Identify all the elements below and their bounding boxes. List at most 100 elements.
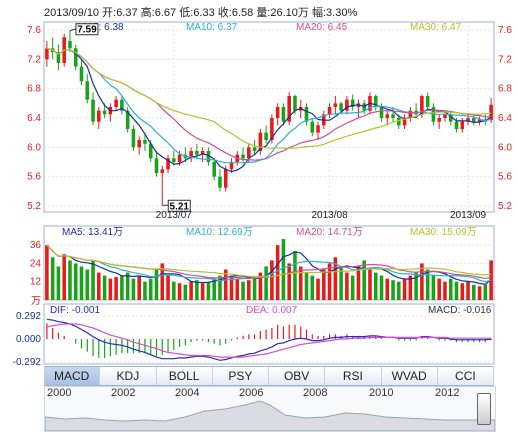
volume-bar	[154, 269, 159, 300]
volume-bar	[56, 266, 61, 300]
volume-bar	[45, 245, 49, 300]
candle-body	[275, 107, 280, 118]
price-axis-tick-left: 7.6	[27, 25, 41, 36]
price-axis-tick-right: 6.4	[498, 113, 512, 124]
volume-bar	[108, 278, 113, 300]
candle-body	[281, 107, 286, 122]
volume-bar	[414, 272, 418, 300]
volume-bar	[200, 283, 205, 300]
stock-chart[interactable]: 7.6 7.6 7.2 7.2 6.8 6.8 6.4 6.4 6.0 6.0 5.6 5.6 5.2 5…	[0, 0, 517, 366]
volume-bar	[333, 257, 338, 300]
tab-psy[interactable]: PSY	[213, 367, 269, 385]
volume-bar	[298, 266, 303, 300]
volume-bar	[270, 260, 274, 300]
volume-bar	[425, 269, 430, 300]
extreme-pointer	[69, 28, 77, 32]
timeline-year: 2006	[239, 387, 264, 399]
candle-body	[91, 99, 95, 122]
high-value: 6.67	[154, 7, 177, 19]
candle-body	[102, 110, 107, 115]
tab-obv[interactable]: OBV	[269, 367, 326, 385]
candle-body	[270, 118, 274, 140]
price-axis-tick-left: 6.8	[27, 84, 41, 95]
candle-body	[448, 114, 453, 122]
candle-body	[218, 176, 222, 188]
volume-bar	[327, 263, 332, 300]
candle-body	[264, 132, 268, 140]
candle-body	[385, 114, 390, 118]
timeline-drag-handle[interactable]	[477, 393, 491, 425]
candle-body	[229, 162, 234, 170]
volume-bar	[131, 278, 136, 300]
candle-body	[466, 118, 470, 122]
price-axis-tick-left: 5.6	[27, 172, 41, 183]
volume-bar	[443, 281, 447, 300]
volume-bar	[460, 283, 465, 300]
change-value: 3.30%	[326, 7, 358, 19]
candle-body	[45, 48, 49, 60]
volume-bar	[172, 281, 176, 300]
volume-bar	[177, 283, 182, 300]
candle-body	[408, 110, 413, 118]
tab-boll[interactable]: BOLL	[157, 367, 213, 385]
dea-line	[46, 323, 492, 358]
close-label: 收:	[217, 7, 232, 19]
date-axis-tick: 2013/08	[311, 210, 348, 221]
volume-bar	[114, 277, 118, 300]
tab-wvad[interactable]: WVAD	[382, 367, 438, 385]
candle-body	[79, 66, 84, 82]
volume-bar	[402, 278, 407, 300]
timeline-navigator[interactable]: 2000 2002 2004 2006 2008 2010 2012	[44, 386, 496, 432]
volume-bar	[50, 257, 55, 300]
candle-body	[333, 103, 338, 107]
volume-bar	[160, 263, 165, 300]
volume-bar	[235, 278, 240, 300]
candle-body	[397, 118, 401, 126]
candle-body	[472, 118, 476, 122]
volume-legend-ma30: MA30: 15.09万	[410, 227, 477, 238]
volume-bar	[143, 281, 147, 300]
price-axis-tick-left: 6.0	[27, 142, 41, 153]
volume-bar	[454, 281, 459, 300]
tab-macd[interactable]: MACD	[44, 367, 101, 385]
volume-bar	[420, 263, 424, 300]
volume-bar	[293, 251, 297, 300]
timeline-year: 2000	[47, 387, 72, 399]
timeline-year: 2004	[175, 387, 200, 399]
volume-ma10-line	[46, 244, 492, 283]
volume-bar	[212, 278, 216, 300]
candle-body	[287, 96, 291, 122]
candle-body	[200, 151, 205, 155]
volume-axis-tick: 12	[30, 277, 42, 288]
price-axis-tick-left: 6.4	[27, 113, 41, 124]
volume-value: 26.10万	[270, 7, 309, 19]
candle-body	[195, 151, 199, 155]
candle-body	[148, 143, 153, 159]
candle-body	[379, 107, 384, 118]
tab-cci[interactable]: CCI	[438, 367, 494, 385]
macd-axis-tick: 0.292	[16, 311, 41, 322]
volume-bar	[189, 281, 193, 300]
volume-bar	[79, 266, 84, 300]
macd-legend-dea: DEA: 0.007	[246, 305, 298, 316]
candle-body	[327, 107, 332, 115]
tab-rsi[interactable]: RSI	[325, 367, 382, 385]
change-label: 幅:	[311, 7, 327, 19]
price-axis-tick-right: 5.6	[498, 172, 512, 183]
volume-bar	[275, 245, 280, 300]
macd-axis-tick: 0.000	[16, 334, 41, 345]
timeline-sparkline	[45, 400, 495, 431]
ma30-line	[46, 47, 492, 149]
tab-kdj[interactable]: KDJ	[100, 367, 157, 385]
high-label: 高:	[140, 7, 155, 19]
candle-body	[477, 119, 482, 122]
candle-body	[402, 118, 407, 126]
volume-bar	[345, 272, 349, 300]
volume-bar	[218, 275, 222, 300]
low-label: 低:	[179, 7, 194, 19]
volume-bar	[431, 275, 436, 300]
price-axis-tick-left: 5.2	[27, 201, 41, 212]
volume-unit-label: 万	[31, 296, 41, 307]
price-legend-ma20: MA20: 6.45	[296, 22, 348, 33]
timeline-year: 2010	[369, 387, 394, 399]
